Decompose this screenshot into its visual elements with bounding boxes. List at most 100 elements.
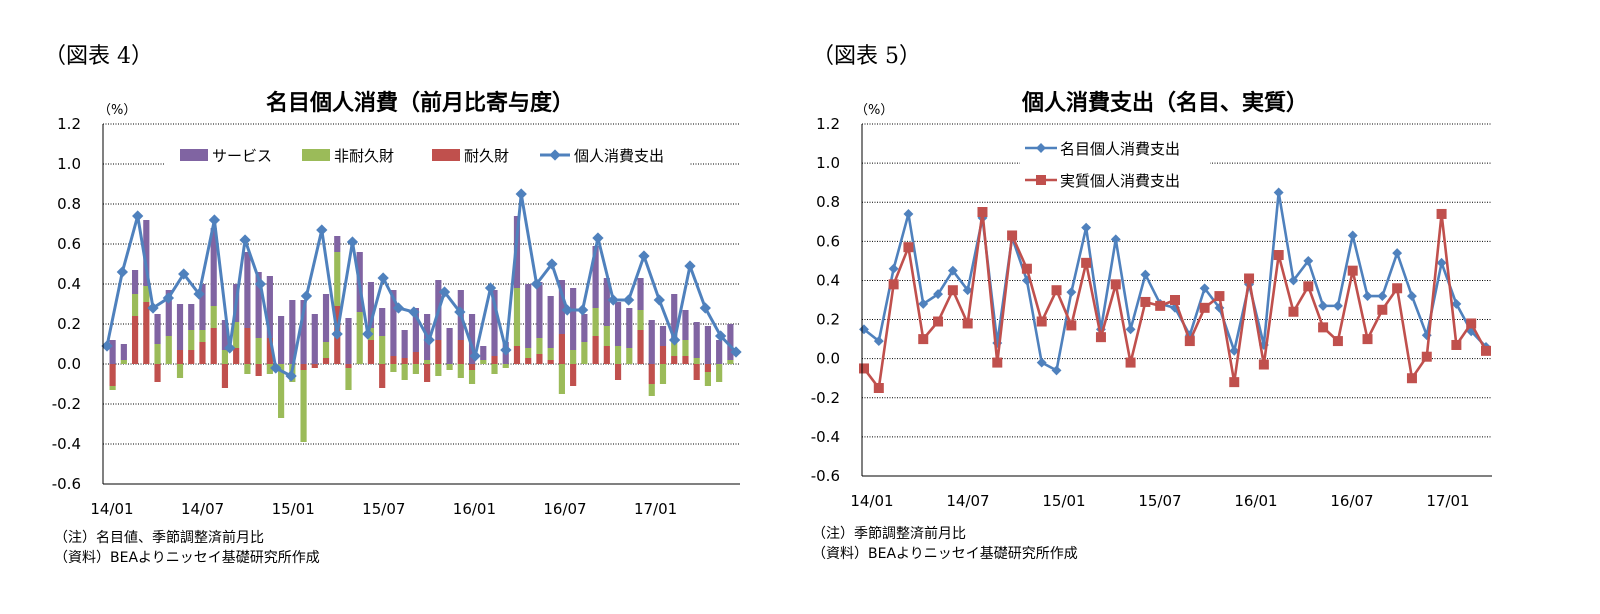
legend-label-nondurable: 非耐久財 <box>334 147 394 165</box>
right-x-tick-label: 16/01 <box>1234 492 1277 510</box>
durable-bar <box>682 356 689 364</box>
nominal-point <box>1081 222 1092 233</box>
nominal-point <box>962 285 973 296</box>
durable-bar <box>390 356 397 364</box>
services-bar <box>165 290 172 336</box>
nondurable-bar <box>592 308 599 336</box>
services-bar <box>536 282 543 338</box>
right-y-tick-label: 1.2 <box>816 115 840 133</box>
right-y-tick-label: 0.8 <box>816 193 840 211</box>
nondurable-bar <box>424 360 431 364</box>
left-y-tick-label: 0.6 <box>57 235 81 253</box>
pce-point <box>193 288 205 300</box>
durable-bar <box>210 328 217 364</box>
nondurable-bar <box>188 330 195 350</box>
durable-bar <box>513 346 521 364</box>
nominal-point <box>1377 291 1388 302</box>
nondurable-bar <box>266 364 273 374</box>
real-point <box>1303 281 1314 292</box>
pce-point <box>423 334 435 346</box>
right-notes: （注）季節調整済前月比 （資料）BEAよりニッセイ基礎研究所作成 <box>812 524 1078 564</box>
durable-bar <box>311 364 318 368</box>
left-x-tick-label: 16/07 <box>543 500 586 518</box>
nondurable-bar <box>165 336 172 364</box>
pce-point <box>622 294 635 306</box>
nondurable-bar <box>322 342 330 358</box>
services-bar <box>648 320 655 364</box>
right-y-tick-label: 1.0 <box>816 154 840 172</box>
real-point <box>977 207 988 217</box>
legend-label-durable: 耐久財 <box>464 147 509 165</box>
nondurable-bar <box>626 348 633 364</box>
nominal-line <box>863 192 1487 373</box>
durable-bar <box>244 328 251 364</box>
services-bar <box>491 290 498 356</box>
left-y-tick-label: -0.6 <box>52 475 81 493</box>
services-bar <box>210 228 217 306</box>
pce-point <box>469 350 481 362</box>
nominal-point <box>933 289 943 300</box>
left-y-tick-label: 0.0 <box>57 355 81 373</box>
nominal-point <box>1036 357 1047 368</box>
nominal-point <box>1288 275 1299 286</box>
left-y-tick-label: -0.2 <box>52 395 81 413</box>
nondurable-bar <box>570 350 577 364</box>
pce-point <box>730 346 742 358</box>
services-bar <box>412 308 419 352</box>
nondurable-bar <box>233 322 240 348</box>
left-x-tick-label: 14/07 <box>181 500 224 518</box>
nondurable-bar <box>446 364 453 370</box>
services-bar <box>716 340 723 364</box>
left-note-1: （注）名目値、季節調整済前月比 <box>54 530 264 546</box>
pce-point <box>607 294 619 306</box>
nominal-point <box>888 263 899 274</box>
services-bar <box>682 310 689 340</box>
left-panel-label: （図表 4） <box>44 44 153 69</box>
real-point <box>1451 339 1462 350</box>
durable-bar <box>345 364 352 368</box>
legend-swatch-services <box>180 149 208 161</box>
nominal-point <box>1407 291 1417 302</box>
left-chart-title: 名目個人消費（前月比寄与度） <box>266 90 574 116</box>
legend-swatch-nondurable <box>302 149 330 161</box>
durable-bar <box>412 352 419 364</box>
pce-line <box>105 193 738 379</box>
left-x-tick-label: 15/07 <box>362 500 405 518</box>
nominal-point <box>1362 291 1373 302</box>
right-y-tick-label: 0.0 <box>816 350 840 368</box>
services-bar <box>379 308 386 336</box>
nondurable-bar <box>255 338 262 364</box>
durable-bar <box>300 364 307 370</box>
nondurable-bar <box>244 364 251 374</box>
nondurable-bar <box>693 358 700 364</box>
durable-bar <box>176 350 184 364</box>
services-bar <box>693 322 700 358</box>
nominal-point <box>1125 324 1136 335</box>
durable-bar <box>322 358 330 364</box>
nominal-real-chart: 個人消費支出（名目、実質） （%） 1.2 1.0 0.8 0.6 0.4 0.2 0.0 -… <box>811 90 1492 510</box>
real-point <box>1110 279 1121 290</box>
real-point <box>1392 283 1403 294</box>
nondurable-bar <box>109 386 116 390</box>
durable-bar <box>131 316 139 364</box>
pce-point <box>208 214 221 226</box>
real-point <box>1318 322 1329 333</box>
legend-label-services: サービス <box>212 147 272 165</box>
real-point <box>992 357 1003 368</box>
services-bar <box>581 314 588 342</box>
services-bar <box>334 236 341 252</box>
pce-point <box>530 278 543 290</box>
services-bar <box>199 284 206 330</box>
right-x-tick-label: 16/07 <box>1330 492 1373 510</box>
right-x-tick-label: 14/01 <box>850 492 893 510</box>
nondurable-bar <box>176 364 184 378</box>
services-bar <box>266 276 273 338</box>
services-bar <box>289 300 296 364</box>
services-bar <box>311 314 318 364</box>
right-panel-label: （図表 5） <box>812 44 921 69</box>
durable-bar <box>424 364 431 382</box>
real-point <box>1347 265 1358 276</box>
right-y-tick-label: 0.4 <box>816 271 840 289</box>
contribution-chart: 名目個人消費（前月比寄与度） （%） 1.2 1.0 0.8 0.6 0.4 0.2 0.0… <box>52 90 742 518</box>
